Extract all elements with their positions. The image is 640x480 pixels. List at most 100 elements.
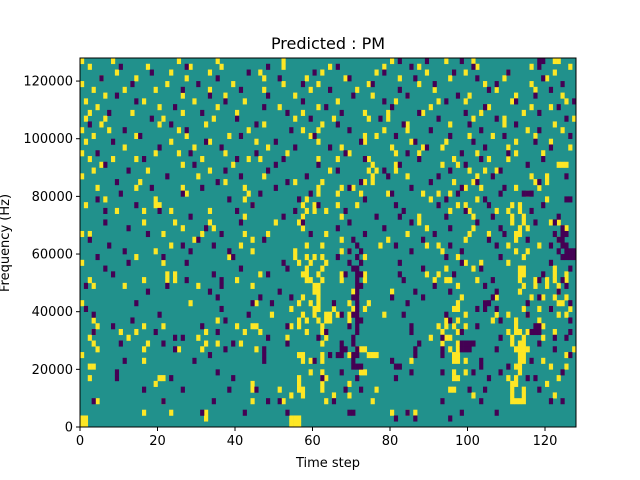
- heatmap-cell-high: [142, 409, 147, 416]
- heatmap-cell-low: [273, 138, 278, 145]
- heatmap-cell-low: [308, 190, 313, 197]
- heatmap-cell-low: [304, 173, 309, 180]
- heatmap-cell-high: [490, 317, 495, 324]
- heatmap-cell-low: [560, 242, 565, 249]
- heatmap-cell-high: [362, 132, 368, 140]
- heatmap-cell-high: [386, 115, 391, 122]
- heatmap-cell-low: [246, 311, 251, 318]
- heatmap-cell-high: [393, 150, 399, 157]
- heatmap-cell-low: [498, 190, 503, 197]
- heatmap-cell-low: [347, 184, 352, 191]
- heatmap-cell-high: [231, 161, 236, 168]
- heatmap-cell-low: [537, 277, 542, 284]
- heatmap-cell-high: [99, 161, 104, 168]
- heatmap-cell-low: [200, 409, 205, 416]
- heatmap-cell-low: [165, 173, 170, 180]
- heatmap-cell-low: [238, 132, 244, 140]
- heatmap-cell-low: [560, 254, 565, 261]
- heatmap-cell-high: [204, 415, 209, 422]
- heatmap-cell-low: [471, 369, 476, 376]
- heatmap-cell-low: [405, 300, 410, 307]
- heatmap-cell-low: [347, 127, 352, 134]
- heatmap-cell-high: [440, 328, 445, 336]
- heatmap-cell-high: [467, 92, 472, 99]
- heatmap-cell-low: [444, 254, 449, 261]
- heatmap-cell-high: [502, 121, 507, 128]
- heatmap-cell-high: [328, 167, 333, 174]
- heatmap-cell-high: [366, 352, 371, 359]
- heatmap-cell-low: [421, 265, 426, 272]
- heatmap-cell-low: [138, 132, 143, 140]
- heatmap-cell-high: [297, 386, 302, 393]
- heatmap-cell-low: [269, 300, 275, 307]
- heatmap-cell-high: [444, 317, 449, 324]
- heatmap-cell-low: [161, 398, 166, 405]
- heatmap-cell-low: [231, 254, 236, 261]
- heatmap-cell-low: [238, 219, 244, 226]
- heatmap-cell-low: [568, 248, 573, 255]
- heatmap-cell-low: [184, 127, 189, 134]
- heatmap-cell-high: [293, 179, 298, 186]
- heatmap-cell-high: [564, 311, 569, 318]
- heatmap-cell-high: [142, 323, 147, 330]
- heatmap-cell-high: [153, 202, 158, 209]
- heatmap-cell-high: [521, 398, 526, 405]
- heatmap-cell-low: [254, 121, 259, 128]
- heatmap-cell-high: [417, 150, 422, 157]
- heatmap-cell-high: [300, 213, 306, 220]
- heatmap-cell-high: [316, 317, 321, 324]
- heatmap-cell-high: [312, 288, 317, 295]
- heatmap-cell-high: [331, 392, 337, 399]
- heatmap-cell-high: [564, 363, 569, 370]
- heatmap-cell-high: [471, 179, 476, 186]
- heatmap-cell-high: [514, 317, 519, 324]
- heatmap-cell-high: [479, 109, 484, 116]
- heatmap-cell-high: [250, 282, 255, 289]
- heatmap-cell-high: [91, 317, 96, 324]
- heatmap-cell-low: [463, 346, 468, 353]
- heatmap-cell-low: [316, 202, 321, 209]
- heatmap-cell-low: [347, 75, 352, 82]
- heatmap-cell-low: [401, 277, 406, 284]
- heatmap-cell-high: [351, 288, 356, 295]
- heatmap-cell-low: [564, 248, 569, 255]
- heatmap-cell-high: [444, 138, 449, 145]
- heatmap-cell-high: [266, 144, 271, 151]
- heatmap-cell-low: [223, 167, 228, 174]
- heatmap-cell-low: [486, 375, 492, 382]
- heatmap-cell-high: [463, 311, 468, 318]
- heatmap-cell-low: [320, 375, 325, 382]
- heatmap-cell-low: [312, 69, 317, 76]
- heatmap-cell-low: [564, 230, 569, 238]
- heatmap-cell-high: [173, 271, 178, 278]
- heatmap-cell-high: [521, 334, 526, 341]
- heatmap-cell-high: [390, 144, 395, 151]
- heatmap-cell-high: [475, 150, 480, 157]
- heatmap-cell-low: [99, 75, 104, 82]
- heatmap-cell-high: [362, 179, 368, 186]
- heatmap-cell-high: [300, 311, 306, 318]
- heatmap-cell-high: [452, 179, 457, 186]
- y-tick-label: 120000: [23, 75, 73, 90]
- heatmap-cell-high: [455, 352, 461, 359]
- heatmap-cell-high: [339, 271, 344, 278]
- heatmap-cell-low: [448, 317, 453, 324]
- heatmap-cell-high: [421, 190, 426, 197]
- heatmap-cell-low: [421, 294, 426, 301]
- heatmap-cell-low: [393, 363, 399, 370]
- heatmap-cell-high: [331, 115, 337, 122]
- y-tick-label: 80000: [32, 190, 73, 205]
- heatmap-cell-low: [463, 207, 468, 214]
- heatmap-cell-low: [568, 317, 573, 324]
- heatmap-cell-high: [95, 398, 100, 405]
- heatmap-cell-low: [351, 92, 356, 99]
- heatmap-cell-high: [169, 138, 174, 145]
- heatmap-cell-high: [517, 202, 523, 209]
- heatmap-cell-high: [83, 421, 89, 428]
- heatmap-cell-high: [258, 328, 263, 336]
- plot-area: [79, 57, 577, 428]
- heatmap-cell-high: [366, 115, 371, 122]
- heatmap-cell-low: [541, 202, 546, 209]
- heatmap-cell-high: [506, 328, 511, 336]
